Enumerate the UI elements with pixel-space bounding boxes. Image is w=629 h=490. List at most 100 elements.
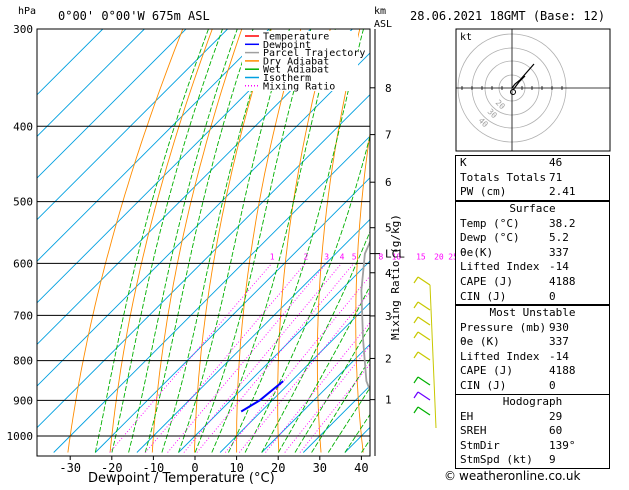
wind-barb-feather [414,352,418,358]
index-value: 2.41 [549,185,576,200]
wind-barb [418,377,430,385]
lcl-label: LCL [385,248,405,261]
right-unit-top: km [374,6,386,17]
most-unstable-table: Most Unstable Pressure (mb)930 θe (K) 337… [455,305,610,395]
surface-row: CIN (J) 0 [456,290,609,305]
surface-value: 4188 [549,275,576,290]
surface-row: Dewp (°C) 5.2 [456,231,609,246]
surface-title: Surface [456,202,609,217]
mixing-ratio-axis-label: Mixing Ratio (g/kg) [389,214,402,340]
site-link[interactable]: weatheronline.co.uk [459,469,580,483]
series-temperature [377,381,379,411]
mixing-ratio-label: 15 [416,252,426,261]
temperature-tick-label: 40 [354,461,368,475]
hodo-value: 60 [549,424,562,439]
surface-value: 0 [549,290,556,305]
hodo-value: 9 [549,453,556,468]
dry-adiabat-line [278,29,331,453]
index-label: K [460,156,467,169]
surface-label: Temp (°C) [460,217,520,230]
mu-value: 337 [549,335,569,350]
wind-profile-line [430,285,436,428]
surface-label: θe(K) [460,246,493,259]
dry-adiabat-line [429,29,448,453]
pressure-tick-label: 900 [13,394,33,407]
pressure-tick-label: 300 [13,23,33,36]
hodograph-unit: kt [460,32,472,43]
hodo-value: 29 [549,410,562,425]
mu-row: CAPE (J)4188 [456,364,609,379]
copyright-icon: © [444,469,456,483]
dry-adiabat-line [237,29,301,453]
wind-barbs [414,277,436,428]
wind-barb [418,302,430,310]
isotherm-line [0,29,269,453]
surface-row: CAPE (J)4188 [456,275,609,290]
wet-adiabat-line [95,29,208,453]
mixing-ratio-label: 20 [434,252,444,261]
pressure-tick-label: 400 [13,120,33,133]
hodo-value: 139° [549,439,576,454]
surface-label: Lifted Index [460,260,539,273]
wet-adiabat-line [162,29,271,453]
surface-label: Dewp (°C) [460,231,520,244]
mu-label: CIN (J) [460,379,506,392]
wind-barb [418,332,430,340]
hodograph-frame [456,29,610,151]
surface-table: Surface Temp (°C) 38.2 Dewp (°C) 5.2 θe(K)… [455,201,610,305]
hodo-row: SREH 60 [456,424,609,439]
pressure-tick-label: 800 [13,355,33,368]
location-title: 0°00' 0°00'W 675m ASL [58,9,210,23]
wind-barb-feather [414,332,418,338]
isotherm-line [0,29,394,453]
isotherm-line [0,29,352,453]
wind-barb [418,352,430,360]
surface-row: Lifted Index -14 [456,260,609,275]
mu-label: Pressure (mb) [460,321,546,334]
wind-barb-feather [414,302,418,308]
surface-value: -14 [549,260,569,275]
height-tick-label: 7 [385,129,392,142]
surface-value: 38.2 [549,217,576,232]
isotherm-line [0,29,103,453]
wind-barb [418,407,430,415]
mu-row: Lifted Index-14 [456,350,609,365]
isotherm-line [54,29,478,453]
index-label: PW (cm) [460,185,506,198]
surface-value: 5.2 [549,231,569,246]
wind-barb [418,392,430,400]
index-value: 71 [549,171,562,186]
wind-barb-feather [414,407,418,413]
surface-value: 337 [549,246,569,261]
hodo-label: SREH [460,424,487,437]
most-unstable-title: Most Unstable [456,306,609,321]
datetime-title: 28.06.2021 18GMT (Base: 12) [410,9,605,23]
height-tick-label: 1 [385,394,392,407]
legend-label: Mixing Ratio [263,81,335,92]
right-unit-bottom: ASL [374,19,392,30]
mixing-ratio-label: 4 [340,252,345,261]
mu-label: θe (K) [460,335,500,348]
footer-credit[interactable]: ©weatheronline.co.uk [444,469,580,483]
mu-value: -14 [549,350,569,365]
mu-row: Pressure (mb)930 [456,321,609,336]
hodo-label: StmDir [460,439,500,452]
wind-barb-feather [414,392,418,398]
wind-barb-feather [414,277,418,283]
pressure-tick-label: 1000 [7,430,34,443]
wet-adiabat-line [245,29,396,453]
wet-adiabat-line [278,29,476,453]
height-tick-label: 6 [385,176,392,189]
index-row-k: K 46 [456,156,609,171]
hodo-label: StmSpd (kt) [460,453,533,466]
index-value: 46 [549,156,562,171]
surface-label: CIN (J) [460,290,506,303]
hodo-row: StmSpd (kt) 9 [456,453,609,468]
mixing-ratio-line [145,263,305,452]
mu-value: 4188 [549,364,576,379]
mixing-ratio-label: 1 [270,252,275,261]
